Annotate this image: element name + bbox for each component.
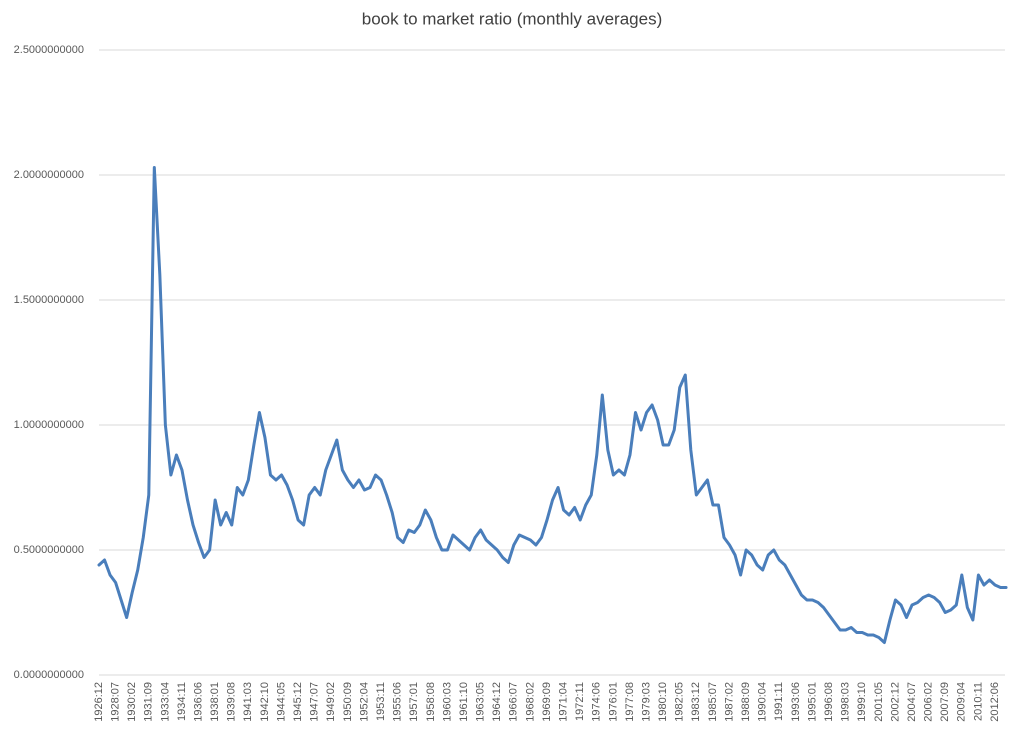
- x-tick-label: 1983:12: [690, 682, 702, 722]
- x-tick-label: 1996:08: [823, 682, 835, 722]
- x-tick-label: 1931:09: [143, 682, 155, 722]
- x-tick-label: 1982:05: [674, 682, 686, 722]
- x-tick-label: 1995:01: [806, 682, 818, 722]
- x-tick-label: 1976:01: [607, 682, 619, 722]
- x-tick-label: 2006:02: [923, 682, 935, 722]
- x-tick-label: 1933:04: [159, 682, 171, 722]
- chart-title: book to market ratio (monthly averages): [362, 9, 662, 28]
- x-tick-label: 1952:04: [358, 682, 370, 722]
- x-tick-label: 1977:08: [624, 682, 636, 722]
- x-tick-label: 1961:10: [458, 682, 470, 722]
- x-tick-label: 1963:05: [475, 682, 487, 722]
- x-tick-label: 1957:01: [408, 682, 420, 722]
- x-tick-label: 1998:03: [840, 682, 852, 722]
- x-tick-label: 2009:04: [956, 682, 968, 722]
- x-tick-label: 1988:09: [740, 682, 752, 722]
- y-tick-label: 1.5000000000: [14, 294, 84, 306]
- x-tick-label: 1944:05: [275, 682, 287, 722]
- x-tick-label: 1993:06: [790, 682, 802, 722]
- x-tick-label: 1926:12: [93, 682, 105, 722]
- x-tick-label: 1987:02: [723, 682, 735, 722]
- y-tick-label: 0.0000000000: [14, 669, 84, 681]
- x-tick-label: 1969:09: [541, 682, 553, 722]
- x-tick-label: 1945:12: [292, 682, 304, 722]
- x-tick-label: 2012:06: [989, 682, 1001, 722]
- x-tick-label: 1955:06: [392, 682, 404, 722]
- y-tick-label: 1.0000000000: [14, 419, 84, 431]
- x-tick-label: 1947:07: [309, 682, 321, 722]
- x-tick-label: 2004:07: [906, 682, 918, 722]
- x-tick-label: 1939:08: [226, 682, 238, 722]
- x-tick-label: 1958:08: [425, 682, 437, 722]
- x-tick-label: 1999:10: [856, 682, 868, 722]
- x-tick-label: 1990:04: [757, 682, 769, 722]
- x-tick-label: 2010:11: [972, 682, 984, 721]
- x-tick-label: 1966:07: [508, 682, 520, 722]
- x-tick-label: 1928:07: [109, 682, 121, 722]
- x-tick-label: 1972:11: [574, 682, 586, 721]
- x-tick-label: 1934:11: [176, 682, 188, 721]
- x-tick-label: 1941:03: [242, 682, 254, 722]
- x-tick-label: 2007:09: [939, 682, 951, 722]
- x-tick-label: 1936:06: [192, 682, 204, 722]
- x-tick-label: 1971:04: [557, 682, 569, 722]
- x-tick-label: 1942:10: [259, 682, 271, 722]
- y-tick-label: 0.5000000000: [14, 544, 84, 556]
- x-tick-label: 1974:06: [591, 682, 603, 722]
- y-tick-label: 2.0000000000: [14, 169, 84, 181]
- x-tick-label: 1949:02: [325, 682, 337, 722]
- x-tick-label: 1980:10: [657, 682, 669, 722]
- x-tick-label: 1964:12: [491, 682, 503, 722]
- data-line: [97, 166, 1008, 644]
- x-tick-label: 1991:11: [773, 682, 785, 721]
- x-tick-label: 1968:02: [524, 682, 536, 722]
- x-tick-label: 1938:01: [209, 682, 221, 722]
- x-tick-label: 2001:05: [873, 682, 885, 722]
- x-tick-label: 1950:09: [342, 682, 354, 722]
- x-tick-label: 1930:02: [126, 682, 138, 722]
- x-tick-label: 1979:03: [640, 682, 652, 722]
- x-tick-label: 2002:12: [889, 682, 901, 722]
- x-tick-label: 1985:07: [707, 682, 719, 722]
- x-tick-label: 1960:03: [441, 682, 453, 722]
- y-tick-label: 2.5000000000: [14, 44, 84, 56]
- x-tick-label: 1953:11: [375, 682, 387, 721]
